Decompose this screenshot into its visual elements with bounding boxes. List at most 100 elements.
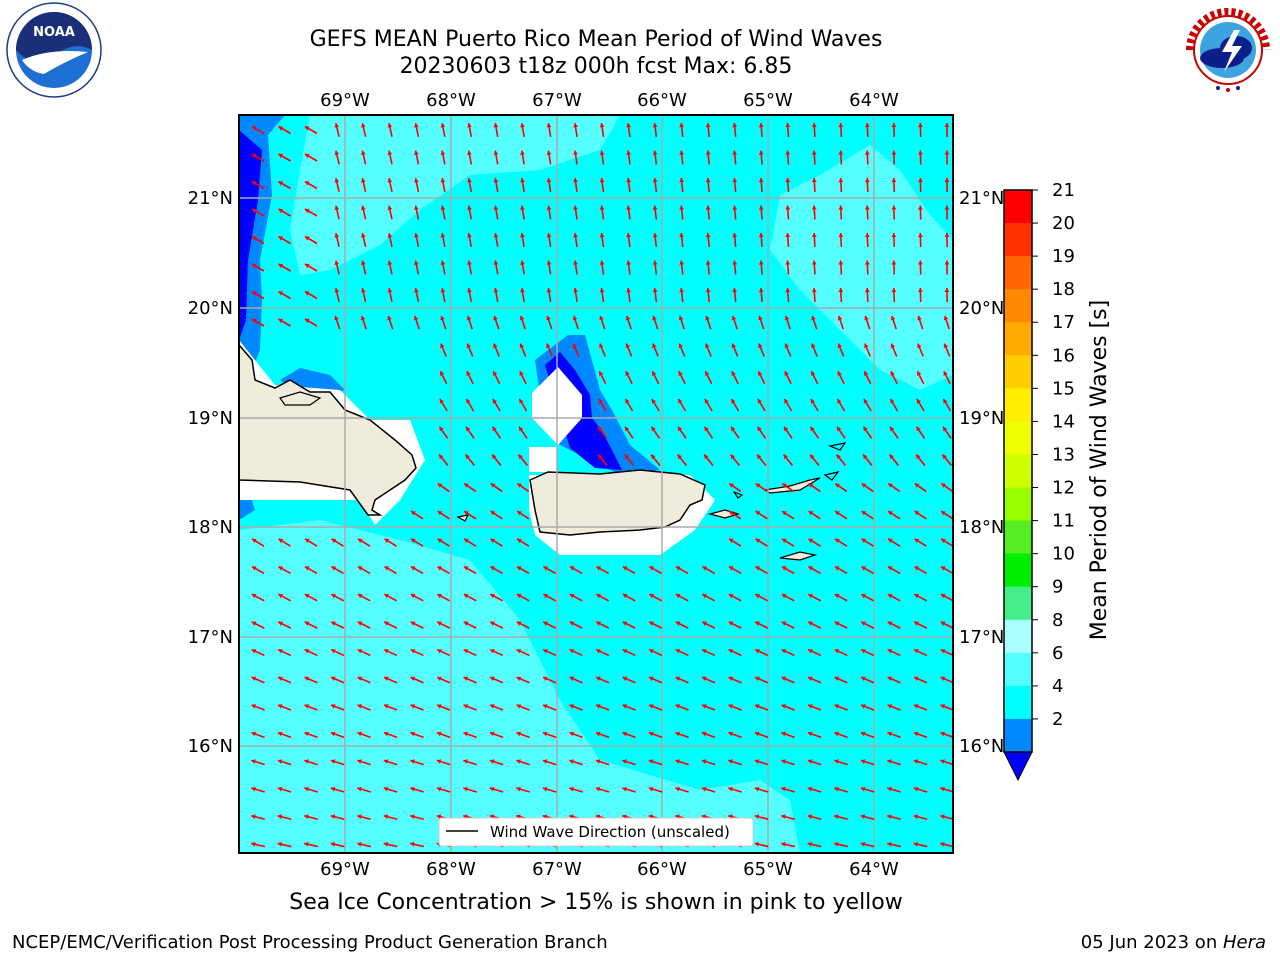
arrow-head xyxy=(546,123,552,128)
arrow-head xyxy=(331,538,337,543)
arrow-head xyxy=(940,566,946,571)
arrow-head xyxy=(887,786,892,792)
arrow-head xyxy=(624,426,630,432)
colorbar-tick-label: 6 xyxy=(1052,643,1063,664)
arrow-head xyxy=(675,731,680,737)
arrow-head xyxy=(543,566,549,571)
arrow-head xyxy=(648,759,654,764)
arrow-head xyxy=(599,371,604,376)
arrow-head xyxy=(757,426,762,432)
arrow-head xyxy=(546,288,552,293)
arrow-head xyxy=(467,260,472,265)
arrow-head xyxy=(864,371,869,376)
arrow-head xyxy=(410,649,416,654)
arrow-head xyxy=(598,454,603,460)
lon-label-top: 67°W xyxy=(532,90,582,111)
arrow-head xyxy=(387,260,393,266)
arrow-head xyxy=(785,178,791,183)
arrow-head xyxy=(466,398,471,404)
arrow-head xyxy=(360,288,366,293)
arrow-head xyxy=(940,731,945,737)
arrow-head xyxy=(387,205,393,211)
arrow-head xyxy=(864,123,870,128)
arrow-head xyxy=(918,288,923,293)
arrow-head xyxy=(887,566,893,571)
arrow-head xyxy=(278,318,284,324)
arrow-head xyxy=(518,454,523,460)
arrow-head xyxy=(914,593,919,599)
arrow-head xyxy=(675,593,681,599)
arrow-head xyxy=(278,538,284,543)
arrow-head xyxy=(330,759,336,764)
arrow-head xyxy=(304,759,309,764)
arrow-head xyxy=(648,731,654,737)
arrow-head xyxy=(944,260,950,265)
arrow-head xyxy=(758,371,763,376)
arrow-head xyxy=(837,371,842,376)
arrow-head xyxy=(493,123,499,128)
arrow-head xyxy=(520,178,525,183)
arrow-head xyxy=(569,593,575,599)
arrow-head xyxy=(596,676,601,682)
arrow-head xyxy=(785,260,791,265)
arrow-head xyxy=(516,759,521,764)
arrow-head xyxy=(278,676,283,682)
arrow-head xyxy=(807,704,813,709)
arrow-head xyxy=(546,150,552,155)
colorbar-tick-label: 18 xyxy=(1052,279,1075,300)
arrow-head xyxy=(622,704,628,709)
arrow-head xyxy=(467,150,472,155)
arrow-head xyxy=(599,343,604,349)
arrow-head xyxy=(732,288,738,293)
arrow-head xyxy=(728,593,734,599)
arrow-head xyxy=(944,233,950,238)
arrow-head xyxy=(785,205,791,210)
arrow-head xyxy=(834,621,840,626)
arrow-head xyxy=(810,398,816,404)
arrow-head xyxy=(569,676,575,682)
arrow-head xyxy=(622,676,628,682)
arrow-head xyxy=(383,759,389,764)
arrow-head xyxy=(357,566,363,571)
arrow-head xyxy=(573,178,578,183)
arrow-head xyxy=(864,288,870,293)
arrow-head xyxy=(913,704,919,709)
arrow-head xyxy=(704,454,709,460)
arrow-head xyxy=(861,566,867,571)
wave-period-region xyxy=(239,520,800,853)
arrow-head xyxy=(277,841,283,847)
arrow-head xyxy=(758,343,763,349)
arrow-head xyxy=(384,538,390,543)
arrow-head xyxy=(360,178,366,183)
arrow-head xyxy=(728,621,734,626)
colorbar-segment xyxy=(1004,652,1032,687)
arrow-head xyxy=(467,178,472,183)
colorbar-segment xyxy=(1004,685,1032,720)
arrow-head xyxy=(944,178,950,183)
arrow-head xyxy=(834,566,840,571)
arrow-head xyxy=(838,233,844,238)
arrow-head xyxy=(466,315,472,321)
arrow-head xyxy=(891,288,897,293)
arrow-head xyxy=(705,205,711,210)
arrow-head xyxy=(755,621,760,626)
arrow-head xyxy=(917,315,922,321)
arrow-head xyxy=(811,343,816,349)
arrow-head xyxy=(599,178,605,183)
arrow-head xyxy=(440,123,446,128)
arrow-head xyxy=(811,123,817,128)
arrow-head xyxy=(834,814,839,820)
arrow-head xyxy=(679,150,685,155)
arrow-head xyxy=(944,205,950,210)
arrow-head xyxy=(679,288,685,293)
masked-area xyxy=(529,447,557,472)
arrow-head xyxy=(679,123,685,128)
arrow-head xyxy=(490,511,496,516)
arrow-head xyxy=(414,150,419,156)
arrow-head xyxy=(917,343,922,349)
arrow-head xyxy=(810,426,815,432)
arrow-head xyxy=(728,786,733,792)
noaa-logo-icon: NOAA xyxy=(6,2,102,98)
arrow-head xyxy=(940,649,946,654)
arrow-head xyxy=(838,150,844,155)
